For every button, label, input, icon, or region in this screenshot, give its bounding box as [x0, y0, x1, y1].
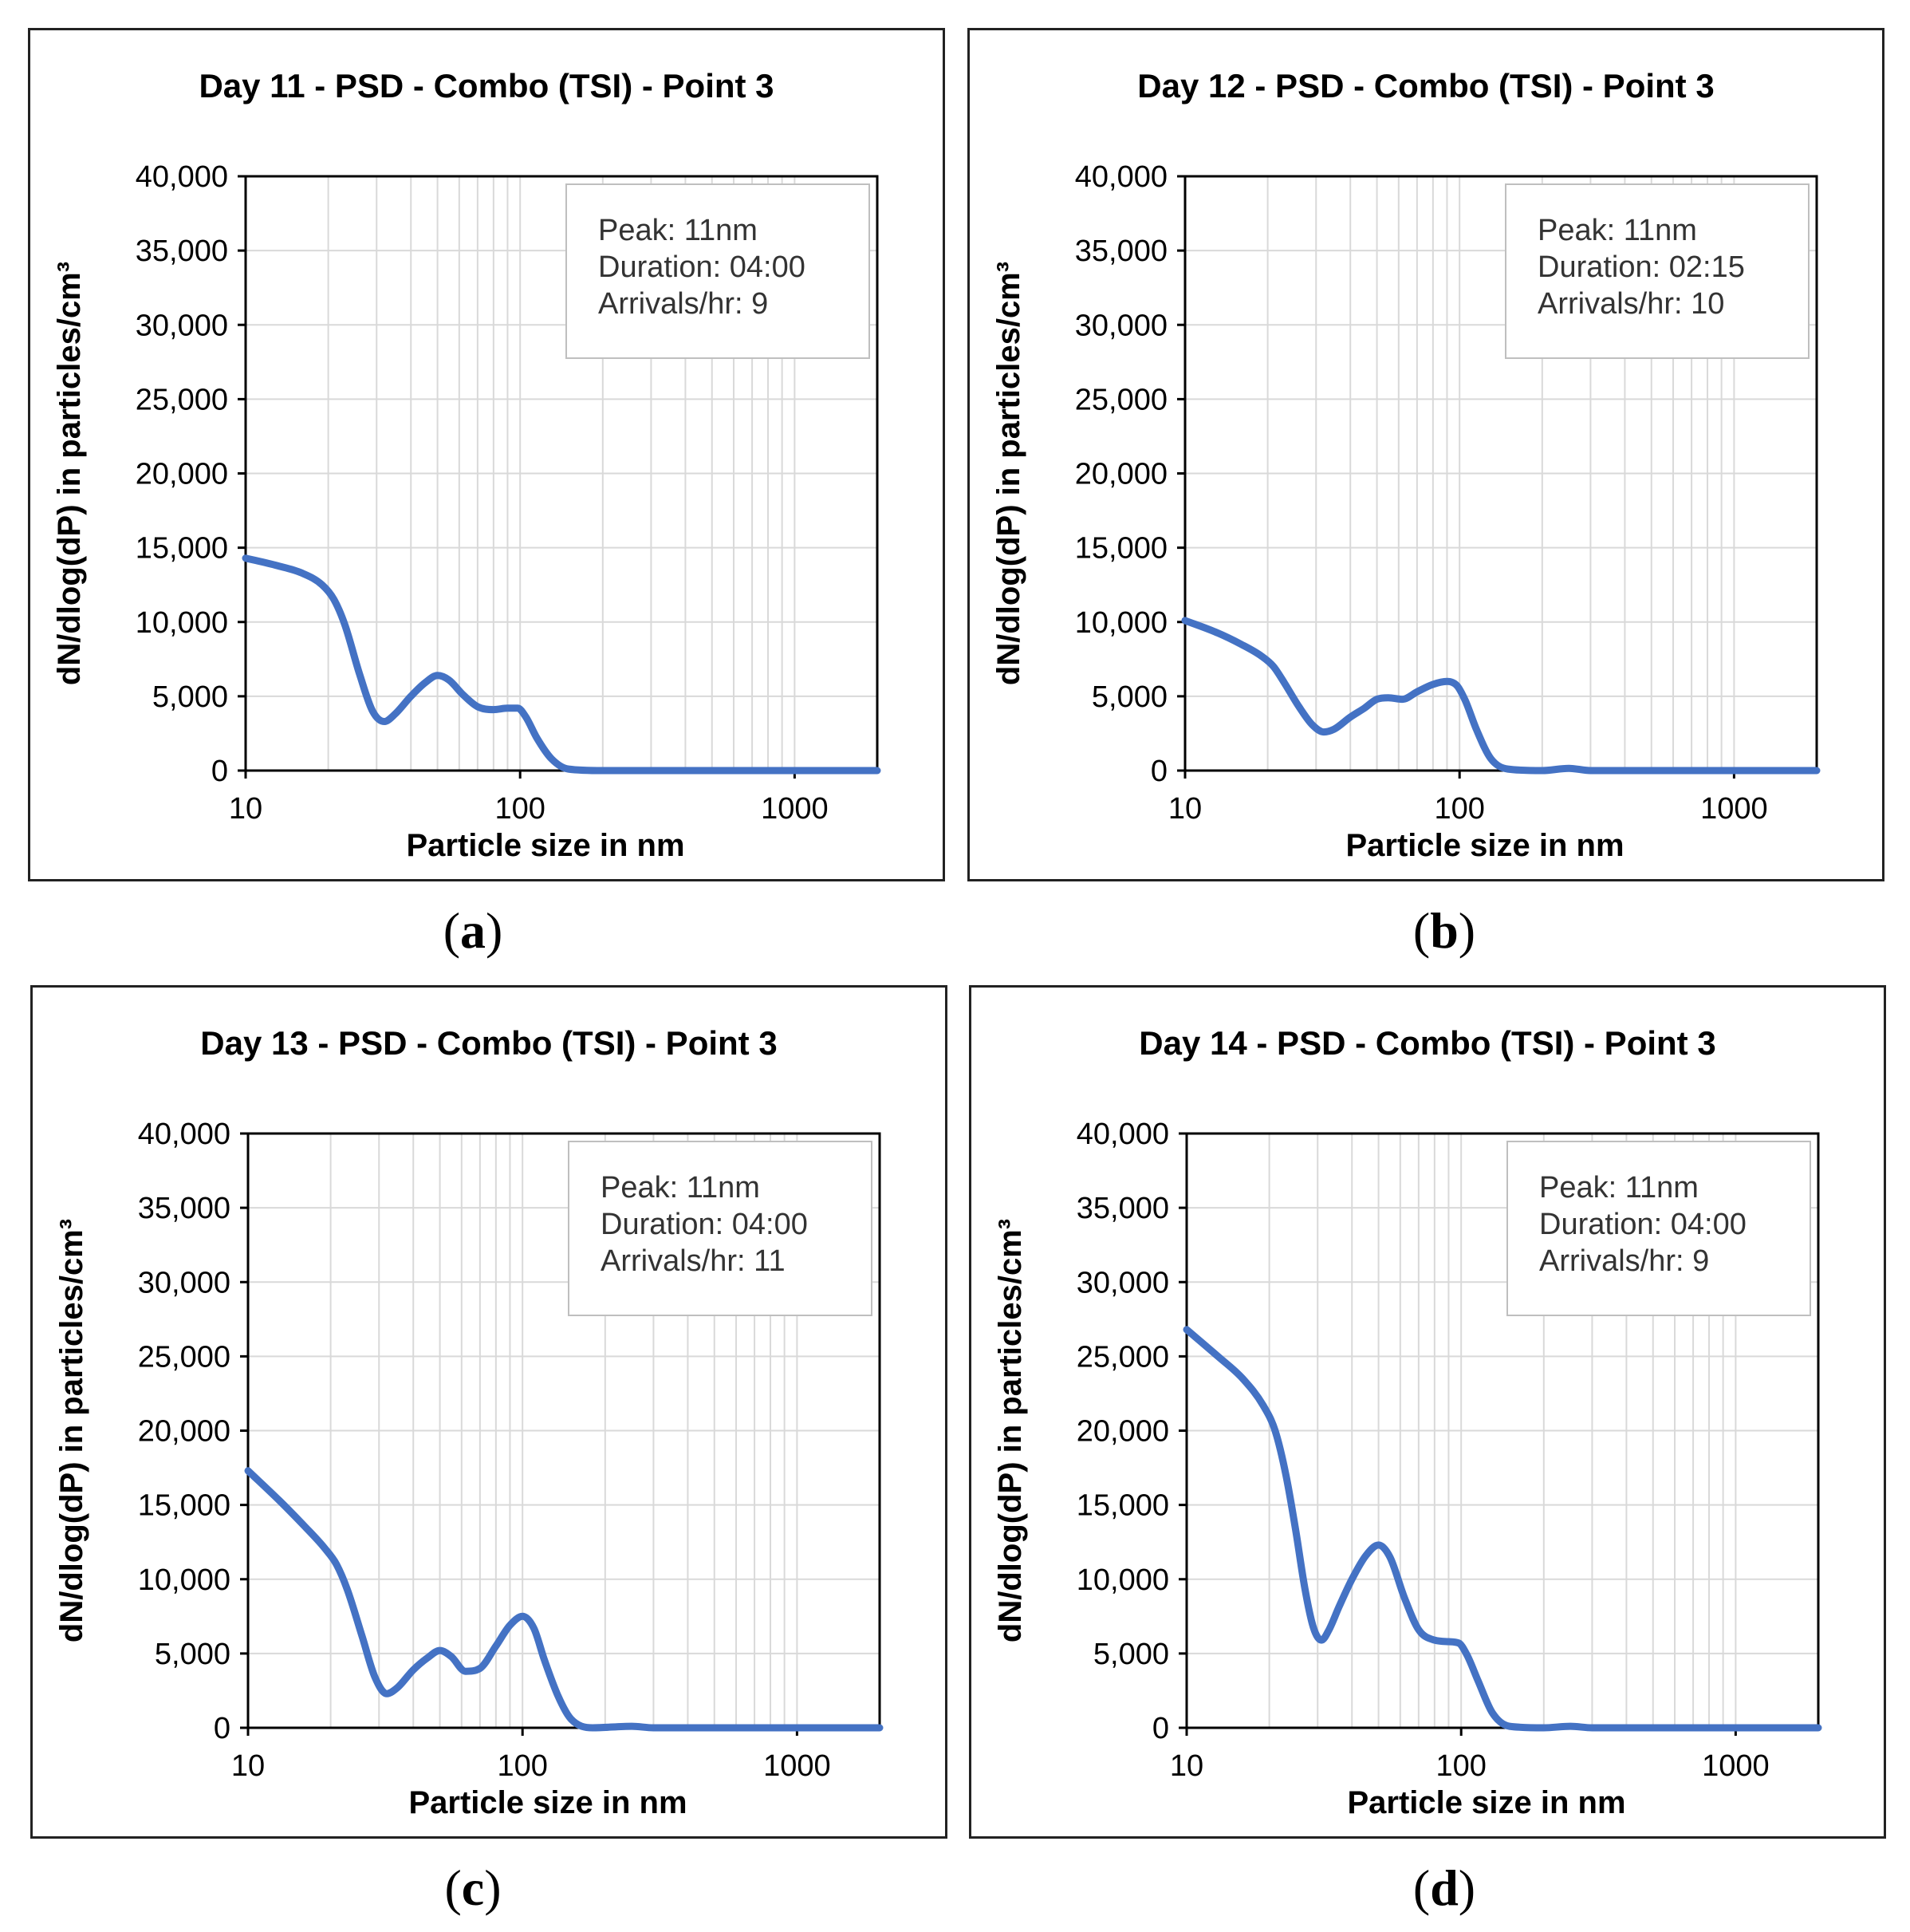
y-tick-label: 10,000 — [138, 1563, 230, 1597]
x-tick-label: 1000 — [1700, 792, 1768, 826]
x-axis-label: Particle size in nm — [408, 1785, 687, 1820]
y-tick-label: 30,000 — [1077, 1266, 1169, 1299]
y-tick-label: 10,000 — [136, 606, 228, 640]
y-tick-label: 40,000 — [1077, 1118, 1169, 1151]
x-tick-label: 100 — [494, 792, 545, 826]
y-tick-label: 20,000 — [1075, 458, 1168, 491]
x-tick-label: 1000 — [761, 792, 829, 826]
y-tick-label: 10,000 — [1077, 1563, 1169, 1597]
caption-letter-b: b — [1430, 902, 1459, 959]
annotation-line: Peak: 11nm — [601, 1171, 760, 1205]
y-tick-label: 0 — [1151, 755, 1168, 788]
x-tick-label: 10 — [1170, 1749, 1203, 1783]
caption-d: (d) — [1412, 1859, 1476, 1916]
chart-svg-d: Day 14 - PSD - Combo (TSI) - Point 3 0 5,0… — [993, 1024, 1822, 1820]
y-tick-label: 35,000 — [1077, 1192, 1169, 1225]
x-tick-label: 100 — [1434, 792, 1484, 826]
chart-title: Day 12 - PSD - Combo (TSI) - Point 3 — [1137, 67, 1714, 104]
y-tick-label: 15,000 — [1077, 1489, 1169, 1523]
annotation-line: Duration: 02:15 — [1538, 250, 1745, 284]
y-tick-label: 25,000 — [136, 383, 228, 416]
y-axis-label: dN/dlog(dP) in particles/cm³ — [991, 262, 1026, 685]
annotation-line: Arrivals/hr: 9 — [1539, 1244, 1709, 1278]
y-tick-label: 5,000 — [152, 680, 228, 714]
x-tick-label: 10 — [1168, 792, 1202, 826]
psd-series-line — [244, 1467, 884, 1732]
annotation-box — [565, 183, 870, 359]
caption-c: (c) — [444, 1859, 502, 1916]
y-tick-label: 35,000 — [1075, 235, 1168, 268]
y-tick-label: 40,000 — [138, 1118, 230, 1151]
chart-title: Day 11 - PSD - Combo (TSI) - Point 3 — [199, 67, 774, 104]
y-tick-label: 35,000 — [138, 1192, 230, 1225]
y-tick-label: 25,000 — [138, 1340, 230, 1374]
y-axis-label: dN/dlog(dP) in particles/cm³ — [54, 1219, 89, 1642]
y-tick-label: 20,000 — [1077, 1415, 1169, 1449]
psd-series-line — [1181, 617, 1821, 775]
chart-panel-d: Day 14 - PSD - Combo (TSI) - Point 3 0 5,0… — [969, 985, 1886, 1839]
y-tick-label: 0 — [1152, 1712, 1169, 1745]
chart-panel-a: Day 11 - PSD - Combo (TSI) - Point 3 0 5,0… — [28, 28, 945, 881]
chart-panel-c: Day 13 - PSD - Combo (TSI) - Point 3 0 5,0… — [30, 985, 947, 1839]
x-tick-label: 1000 — [1702, 1749, 1770, 1783]
x-axis-label: Particle size in nm — [1347, 1785, 1625, 1820]
chart-title: Day 14 - PSD - Combo (TSI) - Point 3 — [1139, 1024, 1715, 1062]
y-axis-label: dN/dlog(dP) in particles/cm³ — [52, 262, 87, 685]
annotation-line: Peak: 11nm — [1538, 214, 1697, 247]
annotation-line: Duration: 04:00 — [598, 250, 805, 284]
x-tick-label: 100 — [497, 1749, 547, 1783]
y-tick-label: 5,000 — [1093, 1638, 1169, 1671]
y-axis-label: dN/dlog(dP) in particles/cm³ — [993, 1219, 1028, 1642]
annotation-box — [568, 1141, 872, 1316]
annotation-line: Duration: 04:00 — [1539, 1208, 1747, 1241]
x-axis-label: Particle size in nm — [406, 828, 684, 863]
y-tick-label: 35,000 — [136, 235, 228, 268]
psd-series-line — [1183, 1326, 1822, 1732]
x-tick-label: 10 — [231, 1749, 265, 1783]
y-tick-label: 10,000 — [1075, 606, 1168, 640]
annotation-line: Peak: 11nm — [598, 214, 758, 247]
y-tick-label: 0 — [214, 1712, 230, 1745]
caption-a: (a) — [443, 902, 503, 959]
y-tick-label: 20,000 — [136, 458, 228, 491]
y-tick-label: 25,000 — [1075, 383, 1168, 416]
y-tick-label: 40,000 — [136, 160, 228, 194]
y-tick-label: 20,000 — [138, 1415, 230, 1449]
y-tick-label: 0 — [211, 755, 228, 788]
x-tick-label: 1000 — [763, 1749, 831, 1783]
x-axis-label: Particle size in nm — [1345, 828, 1624, 863]
y-tick-label: 30,000 — [138, 1266, 230, 1299]
chart-panel-b: Day 12 - PSD - Combo (TSI) - Point 3 0 5,0… — [967, 28, 1884, 881]
chart-svg-c: Day 13 - PSD - Combo (TSI) - Point 3 0 5,0… — [54, 1024, 884, 1820]
y-tick-label: 15,000 — [136, 532, 228, 566]
y-tick-label: 25,000 — [1077, 1340, 1169, 1374]
caption-letter-d: d — [1430, 1859, 1459, 1916]
annotation-box — [1506, 1141, 1811, 1316]
y-tick-label: 15,000 — [138, 1489, 230, 1523]
chart-svg-b: Day 12 - PSD - Combo (TSI) - Point 3 0 5,0… — [991, 67, 1821, 863]
y-tick-label: 30,000 — [136, 309, 228, 342]
y-tick-label: 5,000 — [1092, 680, 1168, 714]
chart-svg-a: Day 11 - PSD - Combo (TSI) - Point 3 0 5,0… — [52, 67, 881, 863]
annotation-line: Arrivals/hr: 11 — [601, 1244, 786, 1278]
annotation-line: Arrivals/hr: 9 — [598, 287, 768, 321]
annotation-box — [1505, 183, 1810, 359]
y-tick-label: 30,000 — [1075, 309, 1168, 342]
caption-letter-a: a — [460, 902, 486, 959]
caption-letter-c: c — [461, 1859, 485, 1916]
chart-title: Day 13 - PSD - Combo (TSI) - Point 3 — [200, 1024, 777, 1062]
caption-b: (b) — [1412, 902, 1476, 959]
y-tick-label: 5,000 — [155, 1638, 230, 1671]
annotation-line: Arrivals/hr: 10 — [1538, 287, 1724, 321]
x-tick-label: 10 — [229, 792, 262, 826]
psd-series-line — [242, 554, 881, 775]
annotation-line: Peak: 11nm — [1539, 1171, 1699, 1205]
y-tick-label: 15,000 — [1075, 532, 1168, 566]
x-tick-label: 100 — [1435, 1749, 1486, 1783]
y-tick-label: 40,000 — [1075, 160, 1168, 194]
annotation-line: Duration: 04:00 — [601, 1208, 808, 1241]
